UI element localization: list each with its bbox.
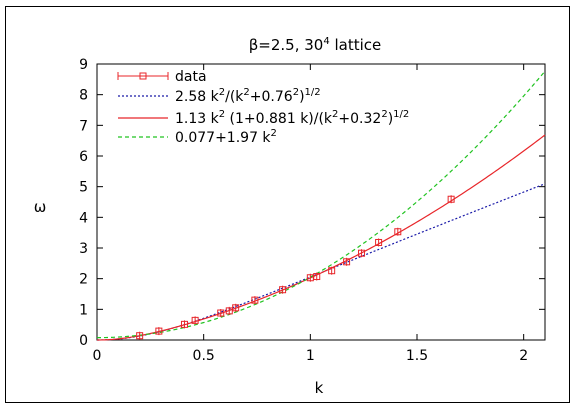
y-tick-label: 8 — [79, 88, 88, 104]
data-point — [217, 309, 225, 317]
x-axis-label: k — [315, 379, 324, 397]
x-tick-label: 1.5 — [406, 348, 428, 364]
curve-series — [96, 70, 546, 339]
legend-label: data — [175, 69, 207, 85]
data-point — [279, 286, 287, 294]
data-point — [343, 258, 351, 266]
axes: 0 0.5 1 1.5 2 0 1 2 3 4 5 6 7 8 9 — [79, 57, 546, 364]
y-tick-label: 0 — [79, 333, 88, 349]
data-point — [251, 296, 259, 304]
data-point — [394, 228, 402, 236]
data-point — [232, 304, 240, 312]
y-tick-label: 3 — [79, 241, 88, 257]
y-tick-label: 5 — [79, 180, 88, 196]
data-point — [191, 316, 199, 324]
data-point — [180, 320, 188, 328]
y-tick-label: 7 — [79, 118, 88, 134]
legend: data 2.58 k2​/(k2​+0.762​)1/2​ 1.13 k2​ (1… — [117, 69, 409, 146]
curve-series — [96, 134, 546, 341]
y-tick-label: 4 — [79, 210, 88, 226]
legend-marker — [139, 72, 147, 80]
data-point — [328, 267, 336, 275]
x-tick-label: 1 — [306, 348, 315, 364]
y-tick-label: 9 — [79, 57, 88, 73]
x-tick-label: 0 — [93, 348, 102, 364]
curves — [96, 70, 546, 341]
y-tick-label: 6 — [79, 149, 88, 165]
x-tick-label: 2 — [519, 348, 528, 364]
data-point — [358, 249, 366, 257]
y-tick-label: 2 — [79, 272, 88, 288]
y-tick-label: 1 — [79, 302, 88, 318]
curve-series — [96, 183, 546, 341]
chart-title: β=2.5, 304​ lattice — [249, 36, 382, 54]
y-axis-label: ω — [34, 198, 47, 216]
chart-frame — [5, 6, 570, 403]
data-point — [447, 195, 455, 203]
legend-label: 0.077+1.97 k2​ — [175, 128, 277, 146]
data-point — [313, 273, 321, 281]
data-point — [375, 238, 383, 246]
x-tick-label: 0.5 — [193, 348, 215, 364]
plot-area — [96, 63, 546, 341]
legend-label: 2.58 k2​/(k2​+0.762​)1/2​ — [175, 87, 321, 105]
data-points — [136, 195, 455, 340]
data-point — [155, 327, 163, 335]
legend-label: 1.13 k2​ (1+0.881 k)/(k2​+0.322​)1/2​ — [175, 109, 409, 127]
data-point — [136, 332, 144, 340]
